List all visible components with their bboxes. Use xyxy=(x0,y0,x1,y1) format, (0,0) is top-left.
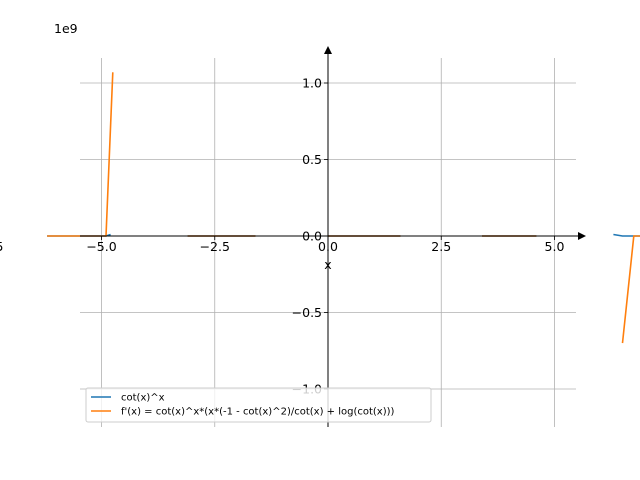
series-line-2 xyxy=(621,235,640,344)
x-tick-label: −2.5 xyxy=(200,239,230,254)
series-line-2 xyxy=(47,72,114,237)
legend: cot(x)^x f'(x) = cot(x)^x*(x*(-1 - cot(x)… xyxy=(85,387,432,423)
x-tick-label: −7.5 xyxy=(0,239,3,254)
series-line-1 xyxy=(613,233,640,237)
y-tick-label: 0.5 xyxy=(302,152,322,167)
legend-label: cot(x)^x xyxy=(121,393,165,404)
x-tick-label: 0.0 xyxy=(318,239,338,254)
y-tick-label: 1.0 xyxy=(302,76,322,91)
y-tick-label: 0.0 xyxy=(302,229,322,244)
y-tick-label: −0.5 xyxy=(292,305,322,320)
legend-box xyxy=(85,387,432,423)
axes: −10.0−7.5−5.0−2.50.02.55.07.510.0−1.0−0.… xyxy=(0,46,586,427)
legend-label: f'(x) = cot(x)^x*(x*(-1 - cot(x)^2)/cot(… xyxy=(121,407,395,418)
x-axis-label: x xyxy=(324,257,331,272)
x-tick-label: 5.0 xyxy=(545,239,565,254)
x-tick-label: 2.5 xyxy=(431,239,451,254)
y-scale-label: 1e9 xyxy=(54,21,78,36)
y-axis-arrow xyxy=(324,46,332,54)
x-tick-label: −5.0 xyxy=(86,239,116,254)
x-axis-arrow xyxy=(578,232,586,240)
